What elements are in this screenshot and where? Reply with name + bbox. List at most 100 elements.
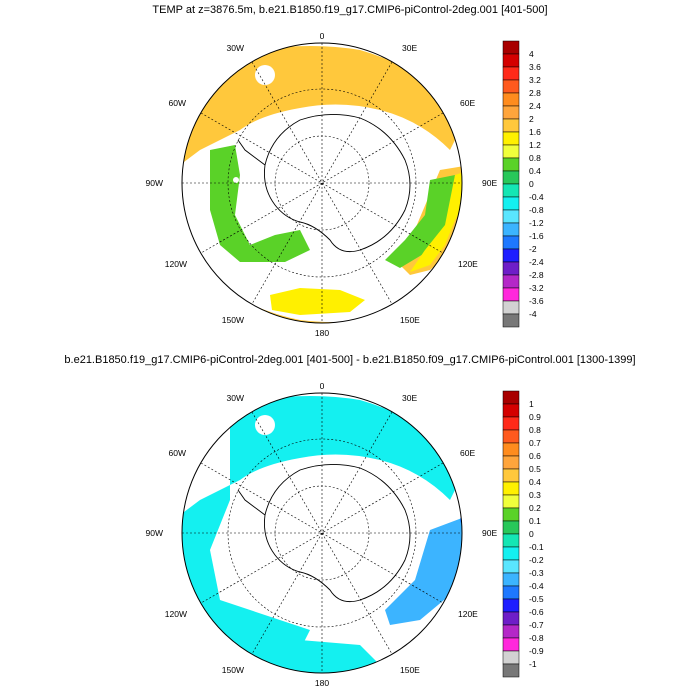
lon-label-30w: 30W (227, 43, 244, 53)
field-yellow-south (270, 288, 365, 315)
colorbar-swatch (502, 222, 520, 237)
lon-label-0: 0 (320, 31, 325, 41)
colorbar-label: -0.4 (529, 192, 544, 202)
lon-label-30e: 30E (402, 393, 417, 403)
lon-label-120w: 120W (165, 609, 187, 619)
lon-label-120e: 120E (458, 259, 478, 269)
colorbar-swatch (502, 261, 520, 276)
field-cyan-region (182, 396, 462, 650)
lon-label-180: 180 (315, 678, 329, 688)
lon-label-0: 0 (320, 381, 325, 391)
colorbar-swatch (502, 442, 520, 457)
colorbar-swatch (502, 546, 520, 561)
lon-label-60e: 60E (460, 448, 475, 458)
colorbar-swatch (502, 105, 520, 120)
colorbar-swatch (502, 598, 520, 613)
lon-label-120e: 120E (458, 609, 478, 619)
lon-label-60w: 60W (169, 448, 186, 458)
colorbar-label: -2.8 (529, 270, 544, 280)
colorbar-label: -2.4 (529, 257, 544, 267)
colorbar-label: 0.8 (529, 425, 541, 435)
panel-title: TEMP at z=3876.5m, b.e21.B1850.f19_g17.C… (152, 4, 548, 16)
colorbar-swatch (502, 507, 520, 522)
lon-label-60e: 60E (460, 98, 475, 108)
colorbar-swatch (502, 585, 520, 600)
colorbar-swatch (502, 144, 520, 159)
colorbar-swatch (502, 40, 520, 55)
colorbar-label: 0.4 (529, 477, 541, 487)
lon-label-90e: 90E (482, 528, 497, 538)
antarctic-peninsula (237, 139, 266, 166)
colorbar-swatch (502, 183, 520, 198)
colorbar-swatch (502, 468, 520, 483)
colorbar-swatch (502, 520, 520, 535)
lon-label-150w: 150W (222, 315, 244, 325)
field-orange-region (182, 46, 462, 323)
colorbar-swatch (502, 196, 520, 211)
panel-temperature: TEMP at z=3876.5m, b.e21.B1850.f19_g17.C… (146, 4, 548, 338)
colorbar-label: 2.8 (529, 88, 541, 98)
colorbar-label: -0.4 (529, 581, 544, 591)
colorbar-label: -1.6 (529, 231, 544, 241)
colorbar-label: -0.9 (529, 646, 544, 656)
panel-difference: b.e21.B1850.f19_g17.CMIP6-piControl-2deg… (0, 350, 700, 700)
colorbar: 4 3.6 3.2 2.8 2.4 2 1.6 1.2 0.8 0.4 0 -0.4 -0.8 -1.2 -… (502, 40, 544, 328)
colorbar-swatch (502, 650, 520, 665)
colorbar-swatch (502, 118, 520, 133)
colorbar-swatch (502, 287, 520, 302)
antarctica-coastline (264, 114, 411, 253)
colorbar-swatch (502, 611, 520, 626)
colorbar-label: 0.8 (529, 153, 541, 163)
field-blue-east (385, 515, 462, 625)
colorbar-label: -1.2 (529, 218, 544, 228)
lon-label-150w: 150W (222, 665, 244, 675)
colorbar-swatch (502, 390, 520, 405)
colorbar-label: 0.6 (529, 451, 541, 461)
colorbar-label: -4 (529, 309, 537, 319)
colorbar-label: -0.1 (529, 542, 544, 552)
colorbar-swatch (502, 637, 520, 652)
colorbar-label: 0 (529, 179, 534, 189)
colorbar-swatch (502, 170, 520, 185)
polar-map-difference: 0 30E 60E 90E 120E 150E 180 150W 120W 90… (146, 381, 544, 688)
lon-label-90w: 90W (146, 528, 163, 538)
colorbar-label: 3.2 (529, 75, 541, 85)
antarctic-peninsula (237, 489, 266, 516)
colorbar-swatch (502, 624, 520, 639)
antarctica-coastline (264, 464, 411, 603)
colorbar-label: 0.2 (529, 503, 541, 513)
lon-label-150e: 150E (400, 665, 420, 675)
colorbar-swatch (502, 79, 520, 94)
colorbar-label: 4 (529, 49, 534, 59)
lon-label-60w: 60W (169, 98, 186, 108)
colorbar-swatch (502, 235, 520, 250)
colorbar-label: 0.5 (529, 464, 541, 474)
colorbar-swatch (502, 209, 520, 224)
colorbar-swatch (502, 416, 520, 431)
colorbar-label: 0.7 (529, 438, 541, 448)
colorbar-label: 0.3 (529, 490, 541, 500)
colorbar-label: -3.2 (529, 283, 544, 293)
colorbar-swatch (502, 481, 520, 496)
colorbar-label: 0.4 (529, 166, 541, 176)
lon-label-120w: 120W (165, 259, 187, 269)
colorbar-swatch (502, 53, 520, 68)
colorbar-swatch (502, 429, 520, 444)
colorbar-label: -0.8 (529, 633, 544, 643)
colorbar-swatch (502, 494, 520, 509)
colorbar-label: -0.8 (529, 205, 544, 215)
colorbar-swatch (502, 403, 520, 418)
colorbar-swatch (502, 533, 520, 548)
colorbar-label: -2 (529, 244, 537, 254)
lon-label-90w: 90W (146, 178, 163, 188)
lon-label-150e: 150E (400, 315, 420, 325)
colorbar-swatch (502, 300, 520, 315)
colorbar-label: -0.5 (529, 594, 544, 604)
field-green-east (385, 175, 455, 268)
colorbar-label: 0.1 (529, 516, 541, 526)
colorbar-label: -1 (529, 659, 537, 669)
colorbar-label: 0 (529, 529, 534, 539)
panel-title: b.e21.B1850.f19_g17.CMIP6-piControl-2deg… (64, 354, 636, 366)
field-yellow-east (410, 170, 462, 272)
colorbar-swatch (502, 248, 520, 263)
